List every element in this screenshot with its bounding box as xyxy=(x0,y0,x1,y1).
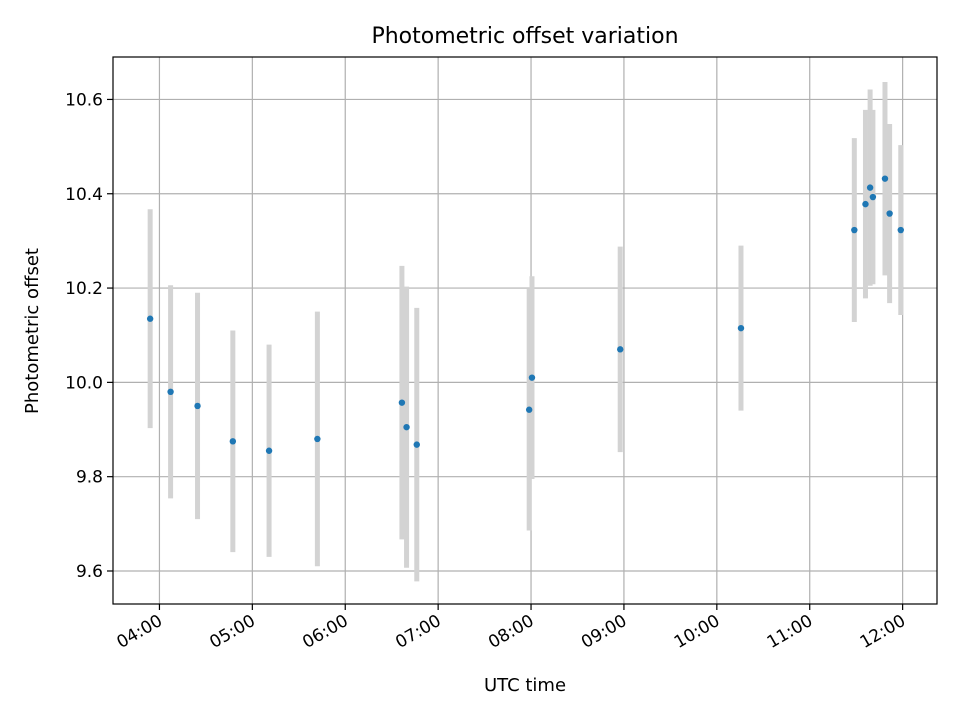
data-point-0 xyxy=(146,315,154,322)
data-point-3 xyxy=(229,438,237,445)
y-tick-label-2: 10.0 xyxy=(65,373,103,393)
data-point-6 xyxy=(398,399,406,406)
data-point-16 xyxy=(869,193,877,201)
data-point-10 xyxy=(528,374,536,381)
data-point-18 xyxy=(886,210,893,217)
y-axis-label: Photometric offset xyxy=(22,248,43,414)
data-point-17 xyxy=(881,175,889,182)
y-tick-label-3: 10.2 xyxy=(65,279,103,299)
y-axis-ticks: 9.6 9.8 10.0 10.2 10.4 10.6 xyxy=(65,90,113,582)
data-point-1 xyxy=(167,388,174,396)
y-tick-label-1: 9.8 xyxy=(76,468,103,488)
y-tick-label-5: 10.6 xyxy=(65,90,103,110)
x-axis-ticks: 04:00 05:00 06:00 07:00 08:00 09:00 10:00 11:00… xyxy=(114,604,909,653)
data-point-19 xyxy=(897,226,904,234)
data-point-11 xyxy=(617,346,624,353)
data-points xyxy=(146,175,904,454)
error-bars xyxy=(147,81,904,582)
y-tick-label-0: 9.6 xyxy=(76,562,103,582)
x-tick-label-0: 04:00 xyxy=(114,611,166,653)
x-axis-label: UTC time xyxy=(484,675,566,696)
grid-lines xyxy=(113,57,937,604)
plot-frame xyxy=(112,56,938,605)
data-point-4 xyxy=(265,447,273,454)
x-tick-label-2: 06:00 xyxy=(299,611,351,653)
data-point-5 xyxy=(314,435,321,443)
data-point-9 xyxy=(525,406,533,413)
x-tick-label-6: 10:00 xyxy=(671,611,723,653)
data-point-7 xyxy=(403,423,410,431)
data-point-13 xyxy=(851,226,858,234)
x-tick-label-1: 05:00 xyxy=(206,611,258,653)
y-tick-label-4: 10.4 xyxy=(65,185,103,205)
x-tick-label-8: 12:00 xyxy=(857,611,909,653)
x-tick-label-5: 09:00 xyxy=(578,611,630,653)
data-point-15 xyxy=(866,184,874,191)
x-tick-label-4: 08:00 xyxy=(485,611,537,653)
chart-title: Photometric offset variation xyxy=(371,24,678,49)
data-point-8 xyxy=(413,441,420,448)
x-tick-label-3: 07:00 xyxy=(392,611,444,653)
data-point-14 xyxy=(862,200,869,208)
data-point-2 xyxy=(194,402,201,410)
x-tick-label-7: 11:00 xyxy=(764,611,816,653)
data-point-12 xyxy=(737,324,745,332)
